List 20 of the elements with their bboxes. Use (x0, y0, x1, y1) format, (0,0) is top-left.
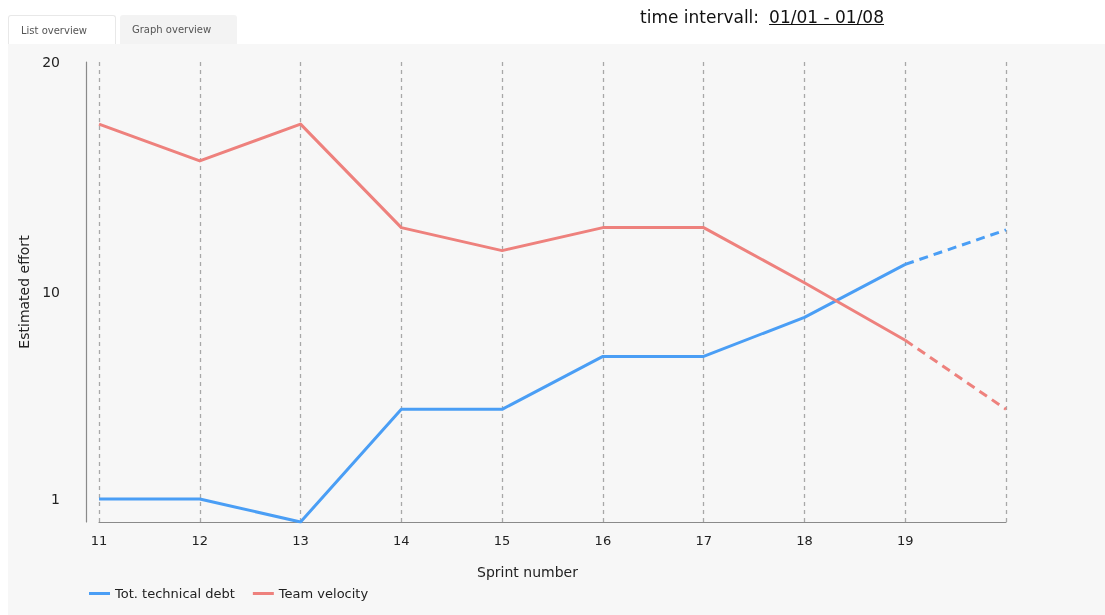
x-tick-label: 17 (695, 533, 712, 548)
y-tick-label: 1 (51, 491, 60, 507)
tab: Graph overview (120, 15, 237, 44)
y-tick-label: 10 (42, 284, 60, 300)
x-tick-label: 16 (594, 533, 612, 548)
legend-label: Tot. technical debt (114, 586, 235, 601)
y-axis-title: Estimated effort (16, 234, 33, 349)
x-tick-label: 14 (393, 533, 410, 548)
x-tick-label: 15 (493, 533, 511, 548)
x-tick-label: 18 (796, 533, 813, 548)
x-tick-label: 11 (90, 533, 108, 548)
text: time intervall: (640, 7, 760, 27)
legend-label: Team velocity (277, 586, 369, 601)
x-tick-label: 19 (896, 533, 914, 548)
text: 01/01 - 01/08 (769, 7, 885, 27)
y-tick-label: 20 (42, 54, 60, 70)
x-axis-title: Sprint number (477, 564, 579, 580)
x-tick-label: 13 (292, 533, 309, 548)
tab: List overview (8, 15, 116, 44)
x-tick-label: 12 (191, 533, 209, 548)
